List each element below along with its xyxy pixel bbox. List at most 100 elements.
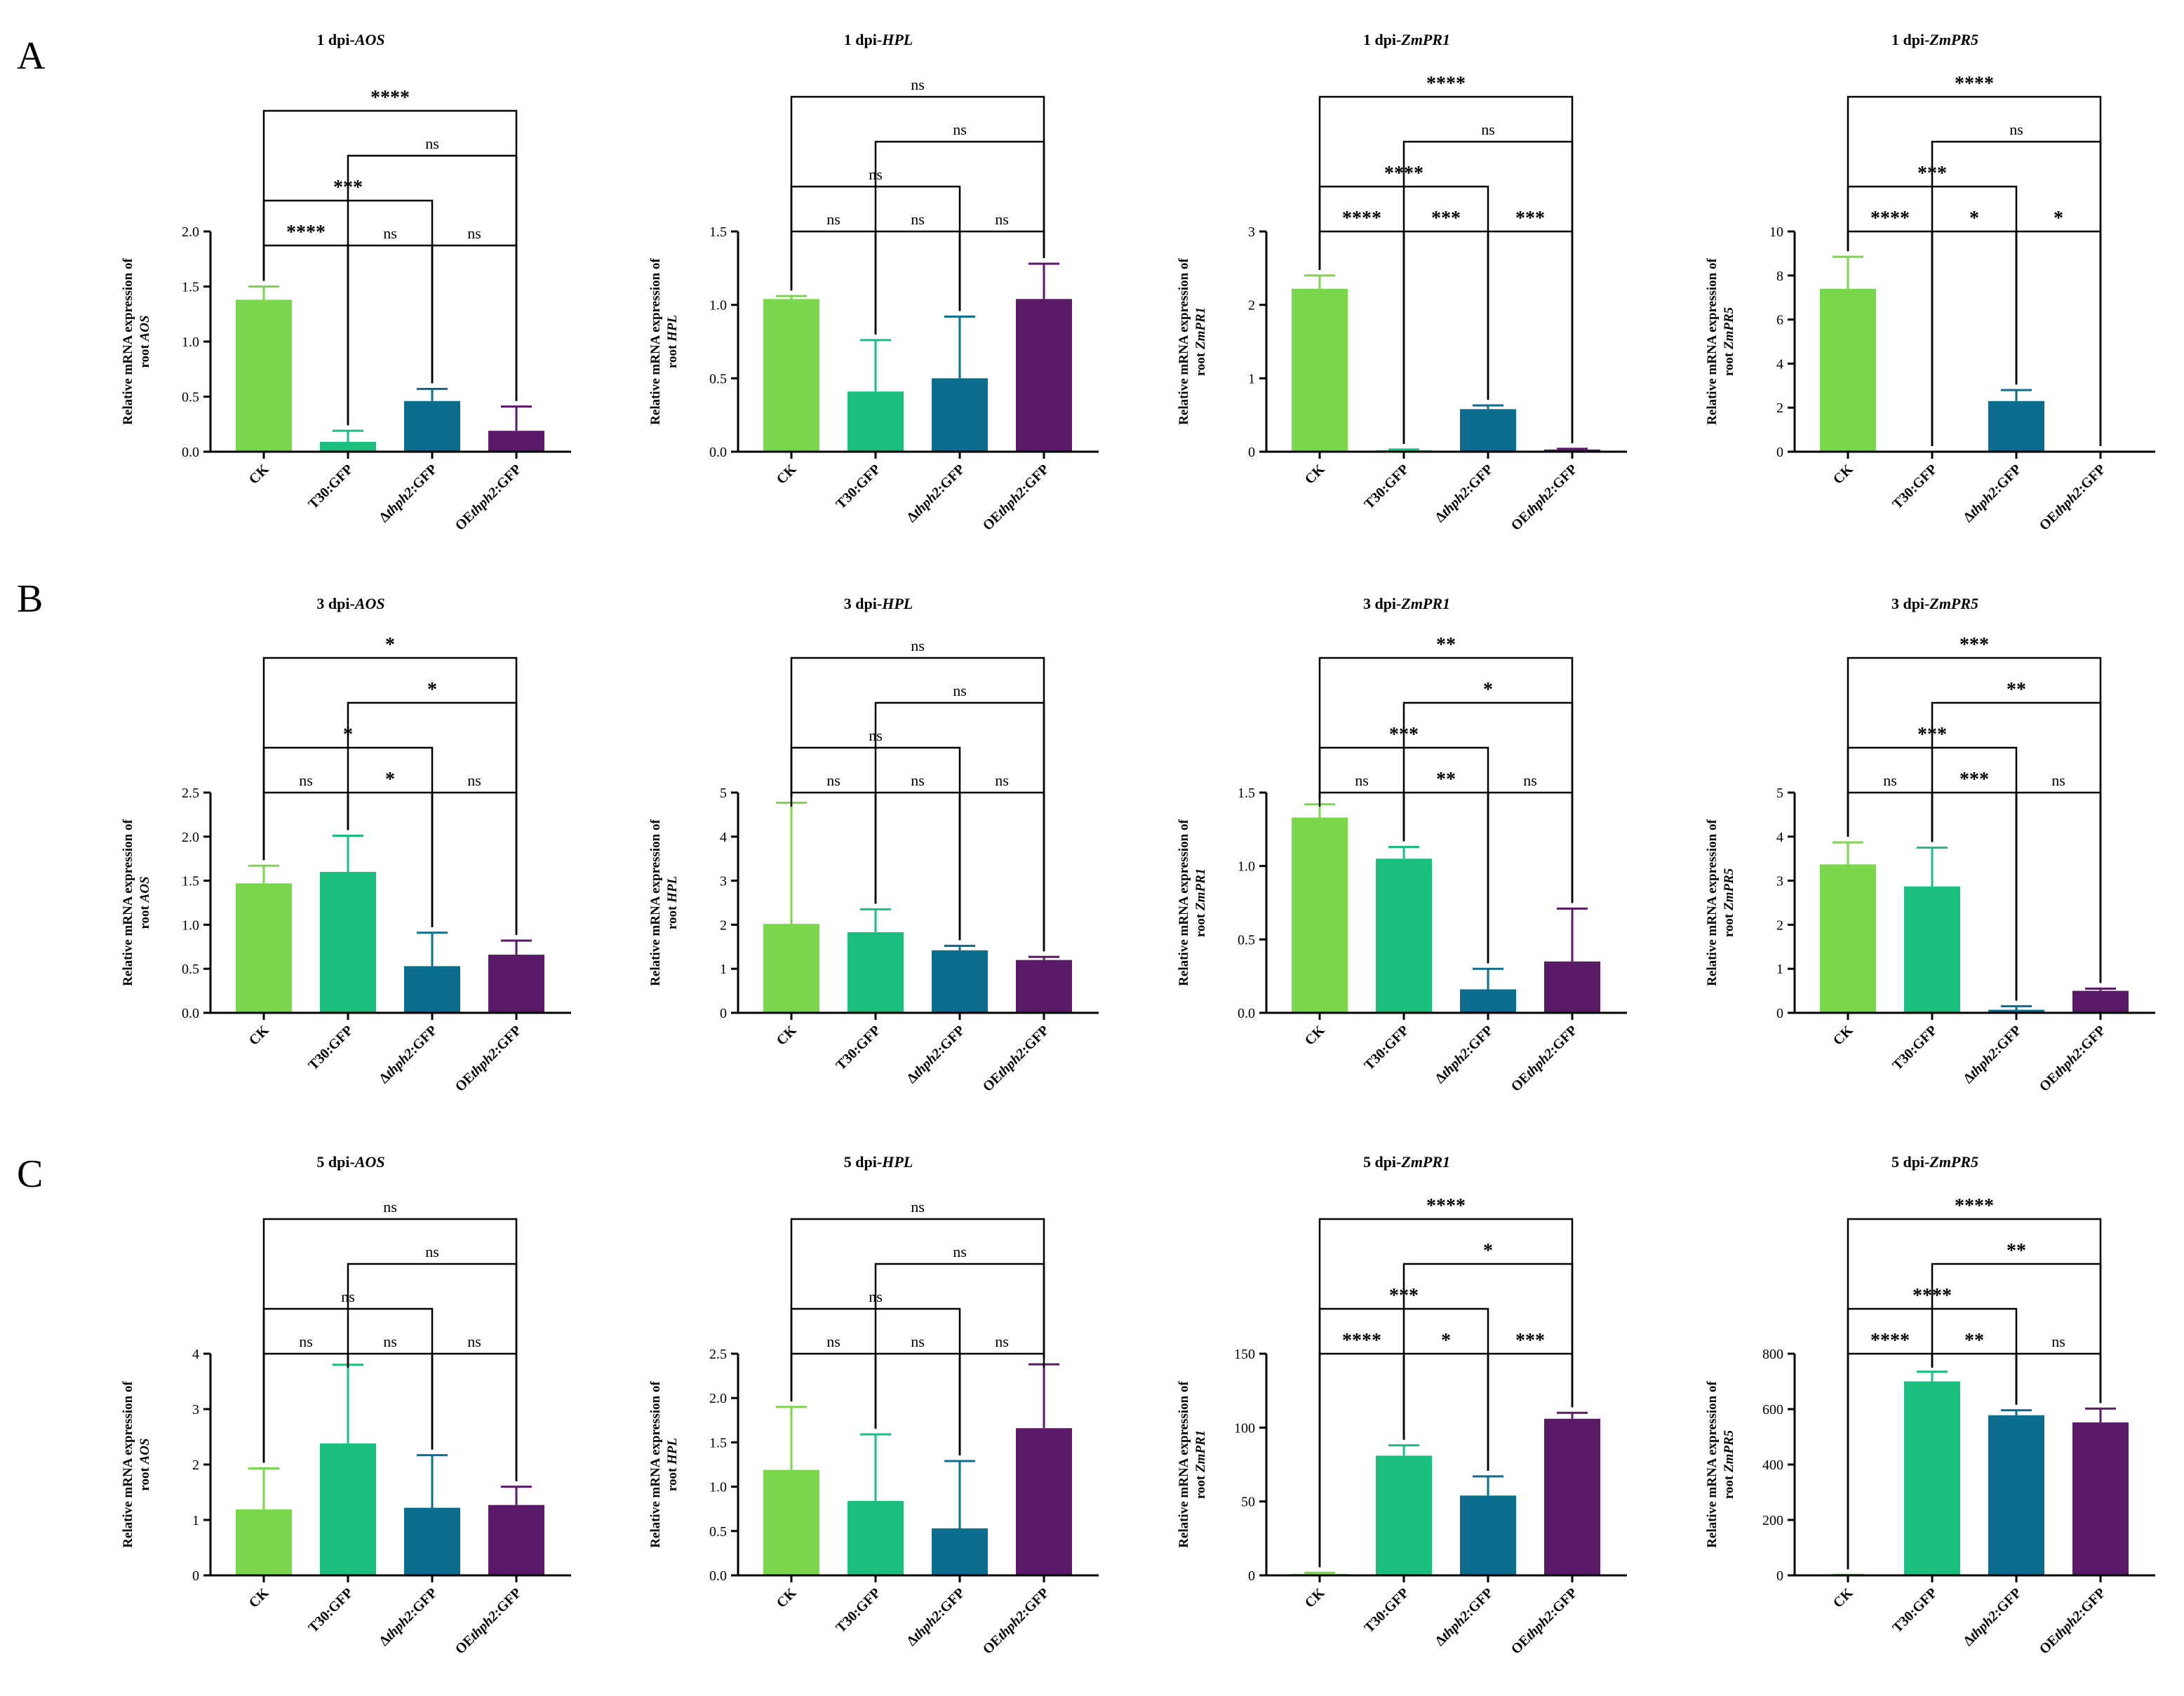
significance-label: ns <box>2009 121 2023 138</box>
significance-label: ns <box>995 1333 1009 1350</box>
significance-label: **** <box>1426 1195 1466 1217</box>
x-tick-label-part: :GFP <box>1546 462 1581 496</box>
significance-label: ns <box>995 772 1009 789</box>
y-tick-label: 1.5 <box>182 280 199 295</box>
significance-label: *** <box>1431 208 1461 229</box>
x-tick-label-part: T30:GFP <box>833 462 883 512</box>
y-tick-label: 400 <box>1762 1458 1783 1473</box>
x-tick-label-part: T30:GFP <box>305 1023 356 1073</box>
x-tick-label-part: :GFP <box>1018 462 1052 496</box>
significance-bracket <box>347 244 434 426</box>
x-tick-label-part: CK <box>774 1023 800 1049</box>
y-tick-label: 3 <box>1776 874 1783 889</box>
significance-bracket <box>1318 1218 1574 1568</box>
x-tick-label-part: CK <box>1302 462 1328 487</box>
x-tick-label: CK <box>1830 1023 1856 1049</box>
significance-label: ns <box>299 772 313 789</box>
significance-label: **** <box>370 87 410 109</box>
y-tick-label: 3 <box>1248 224 1255 240</box>
x-tick-label: Δthph2:GFP <box>904 462 967 525</box>
significance-label: *** <box>1959 634 1989 656</box>
significance-bracket <box>1318 95 1574 443</box>
y-tick-label: 1 <box>720 962 727 977</box>
significance-bracket <box>874 791 961 941</box>
x-tick-label: OEthph2:GFP <box>980 462 1052 534</box>
significance-label: ns <box>425 1243 439 1260</box>
y-tick-label: 1.0 <box>182 335 199 350</box>
significance-label: ** <box>1436 634 1456 656</box>
significance-bracket <box>2015 1352 2102 1405</box>
y-tick-label: 1.5 <box>182 874 199 889</box>
x-tick-label-part: :GFP <box>406 462 441 496</box>
y-tick-label: 50 <box>1241 1495 1255 1510</box>
significance-label: **** <box>286 222 326 243</box>
significance-bracket <box>262 791 349 861</box>
significance-bracket <box>790 657 1045 952</box>
significance-label: ns <box>425 135 439 152</box>
chart-title: 3 dpi-ZmPR1 <box>1363 595 1450 612</box>
y-tick-label: 5 <box>1776 786 1783 801</box>
bar-1 <box>848 1500 904 1575</box>
y-tick-label: 3 <box>720 874 727 889</box>
x-tick-label-part: :GFP <box>1546 1585 1581 1620</box>
significance-label: ns <box>467 1333 481 1350</box>
bar-2 <box>1988 1415 2044 1575</box>
significance-label: ** <box>1436 769 1456 790</box>
significance-bracket <box>790 1352 877 1429</box>
significance-bracket <box>431 244 518 401</box>
significance-label: * <box>385 769 395 790</box>
x-tick-label: T30:GFP <box>305 462 356 512</box>
y-axis-label-line1: Relative mRNA expression of <box>1177 819 1191 986</box>
significance-bracket <box>262 657 518 936</box>
significance-label: **** <box>1870 208 1910 229</box>
y-tick-label: 4 <box>720 830 727 845</box>
x-tick-label-part: CK <box>1830 1585 1856 1611</box>
x-tick-label: OEthph2:GFP <box>980 1585 1052 1657</box>
chart-title: 5 dpi-AOS <box>316 1153 384 1171</box>
significance-label: ns <box>467 224 481 242</box>
significance-label: * <box>427 679 437 701</box>
significance-label: **** <box>1870 1330 1910 1352</box>
x-tick-label: OEthph2:GFP <box>2037 1585 2109 1657</box>
chart-title-gene: AOS <box>354 1153 385 1171</box>
x-tick-label: T30:GFP <box>305 1023 356 1073</box>
x-tick-label-part: CK <box>774 462 800 487</box>
y-tick-label: 1.0 <box>709 1480 727 1495</box>
chart-title-prefix: 1 dpi- <box>1891 31 1929 48</box>
bar-2 <box>1988 1009 2044 1013</box>
bar-3 <box>488 1505 544 1575</box>
significance-label: ns <box>995 210 1009 228</box>
y-axis-label-line2: root <box>138 341 152 368</box>
x-tick-label: OEthph2:GFP <box>453 1023 525 1095</box>
y-tick-label: 0.0 <box>182 445 199 460</box>
bar-0 <box>763 924 819 1013</box>
significance-bracket <box>790 791 877 904</box>
y-tick-label: 2 <box>720 917 727 933</box>
x-tick-label: T30:GFP <box>1361 1585 1412 1636</box>
bar-1 <box>320 441 376 452</box>
bar-1 <box>320 872 376 1013</box>
y-tick-label: 0.5 <box>1238 932 1255 948</box>
bar-1 <box>1904 886 1960 1013</box>
y-axis-label: Relative mRNA expression of root AOS <box>121 258 152 425</box>
x-tick-label: Δthph2:GFP <box>1432 1023 1496 1086</box>
y-axis-label-gene: HPL <box>665 315 680 342</box>
significance-label: ns <box>826 772 840 789</box>
x-tick-label: CK <box>774 1023 800 1049</box>
chart-title-prefix: 5 dpi- <box>316 1153 354 1171</box>
y-tick-label: 1 <box>192 1513 199 1528</box>
chart-title-prefix: 1 dpi- <box>316 31 354 48</box>
significance-bracket <box>958 791 1045 952</box>
y-axis-label-gene: ZmPR1 <box>1193 868 1208 911</box>
bar-0 <box>236 1509 292 1575</box>
y-axis-label-gene: HPL <box>665 876 680 903</box>
y-tick-label: 200 <box>1762 1513 1783 1528</box>
chart-title: 1 dpi-ZmPR1 <box>1363 31 1450 48</box>
y-axis-label-line1: Relative mRNA expression of <box>1705 258 1720 425</box>
y-axis-label-line2: root <box>138 1464 152 1490</box>
significance-bracket <box>874 1352 961 1455</box>
significance-label: * <box>1969 208 1979 229</box>
